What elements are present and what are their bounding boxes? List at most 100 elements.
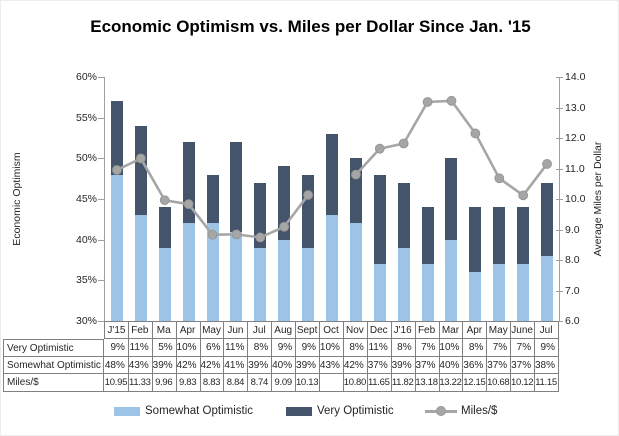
table-value-cell: 11% (127, 339, 153, 357)
right-axis-tick-label: 8.0 (565, 254, 580, 266)
left-axis-tick-label: 35% (75, 274, 97, 287)
legend-label: Miles/$ (461, 405, 498, 417)
table-month-cell: Jul (534, 321, 559, 339)
right-axis-tick-label: 9.0 (565, 223, 580, 236)
table-value-cell: 10.13 (295, 374, 321, 392)
table-value-cell: 8% (462, 339, 488, 357)
left-axis-tick-mark (98, 280, 104, 282)
right-axis-tick-label: 10.0 (565, 193, 586, 205)
bar-very-optimistic (421, 207, 434, 265)
table-month-cell: May (199, 321, 225, 339)
bar-very-optimistic (373, 174, 386, 265)
table-month-cell: Oct (319, 321, 344, 339)
table-value-cell: 43% (127, 357, 153, 374)
miles-marker (255, 232, 266, 243)
table-value-cell: 10% (319, 339, 344, 357)
table-value-cell: 7% (486, 339, 512, 357)
table-value-cell: 9% (104, 339, 129, 357)
bar-somewhat-optimistic (349, 223, 362, 321)
bar-very-optimistic (254, 182, 267, 248)
table-value-cell: 9.83 (175, 374, 201, 392)
bar-somewhat-optimistic (302, 247, 315, 321)
table-value-cell: 8% (342, 339, 368, 357)
legend-item-2: Very Optimistic (286, 403, 394, 419)
left-axis-title: Economic Optimism (11, 152, 23, 246)
table-value-cell: 8% (247, 339, 273, 357)
table-month-cell: Apr (175, 321, 201, 339)
table-month-cell: Feb (127, 321, 153, 339)
bar-somewhat-optimistic (445, 239, 458, 321)
bar-somewhat-optimistic (421, 264, 434, 321)
miles-marker (446, 95, 457, 106)
miles-marker (398, 138, 409, 149)
left-axis-tick-mark (98, 77, 104, 78)
miles-line (116, 157, 310, 239)
bar-somewhat-optimistic (158, 247, 171, 321)
table-value-cell: 11.82 (390, 374, 416, 392)
table-value-cell: 9% (295, 339, 321, 357)
bar-somewhat-optimistic (469, 272, 482, 321)
bar-very-optimistic (110, 101, 123, 175)
miles-marker (374, 143, 385, 154)
table-month-cell: June (510, 321, 536, 339)
legend-item-1: Somewhat Optimistic (114, 403, 253, 419)
table-value-cell: 9% (534, 339, 559, 357)
table-value-cell: 9.96 (151, 374, 177, 392)
bar-somewhat-optimistic (326, 215, 338, 321)
bar-somewhat-optimistic (278, 239, 291, 321)
table-month-cell: Dec (366, 321, 392, 339)
left-axis-tick-label: 45% (75, 193, 97, 205)
miles-marker (303, 190, 314, 200)
table-value-cell: 10.95 (104, 374, 129, 392)
table-value-cell: 39% (247, 357, 273, 374)
miles-marker (494, 173, 505, 184)
table-value-cell: 42% (342, 357, 368, 374)
table-month-cell: J'15 (104, 321, 129, 339)
table-row-label: Somewhat Optimistic (3, 357, 104, 374)
table-value-cell: 39% (295, 357, 321, 374)
table-value-cell: 12.15 (462, 374, 488, 392)
left-axis-tick-mark (98, 158, 104, 160)
miles-marker (542, 159, 552, 169)
left-axis-tick-mark (98, 239, 104, 241)
left-axis-tick-mark (98, 117, 104, 119)
bar-very-optimistic (230, 142, 243, 232)
right-axis-tick-label: 12.0 (565, 132, 586, 144)
table-value-cell: 8.84 (223, 374, 249, 392)
table-value-cell: 10% (175, 339, 201, 357)
miles-marker (422, 97, 433, 107)
table-month-cell: Feb (414, 321, 440, 339)
table-value-cell: 8.74 (247, 374, 273, 392)
table-month-cell: Jun (223, 321, 249, 339)
bar-very-optimistic (517, 207, 530, 265)
right-axis-tick-mark (556, 321, 563, 322)
table-value-cell: 8.83 (199, 374, 225, 392)
table-row-label: Very Optimistic (3, 339, 104, 357)
miles-marker (207, 229, 218, 240)
table-month-cell: Sept (295, 321, 321, 339)
plot-area (104, 77, 560, 321)
table-value-cell: 48% (104, 357, 129, 374)
left-axis-tick-label: 55% (75, 111, 97, 124)
table-value-cell: 43% (319, 357, 344, 374)
miles-marker (135, 153, 146, 164)
table-value-cell: 37% (414, 357, 440, 374)
bar-somewhat-optimistic (397, 247, 410, 321)
left-axis-tick-mark (98, 321, 104, 322)
bar-very-optimistic (445, 158, 458, 240)
left-axis-tick-label: 50% (75, 152, 97, 165)
table-value-cell: 8% (390, 339, 416, 357)
bar-very-optimistic (158, 207, 171, 248)
table-value-cell: 9.09 (271, 374, 297, 392)
table-value-cell: 39% (390, 357, 416, 374)
table-value-cell: 42% (175, 357, 201, 374)
bar-somewhat-optimistic (517, 264, 530, 321)
legend-line-dot (436, 406, 446, 416)
table-value-cell: 11% (366, 339, 392, 357)
table-month-cell: Mar (438, 321, 464, 339)
table-row-label: Miles/$ (3, 374, 104, 392)
bar-somewhat-optimistic (182, 223, 195, 321)
table-value-cell: 37% (366, 357, 392, 374)
table-month-cell: Apr (462, 321, 488, 339)
table-month-cell: May (486, 321, 512, 339)
